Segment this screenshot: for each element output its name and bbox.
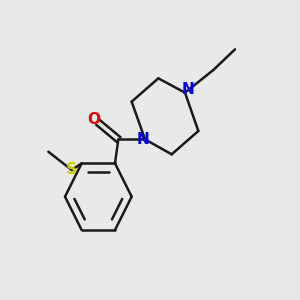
Text: N: N [182,82,194,97]
Text: S: S [66,161,77,176]
Text: N: N [136,132,149,147]
Text: O: O [87,112,100,127]
